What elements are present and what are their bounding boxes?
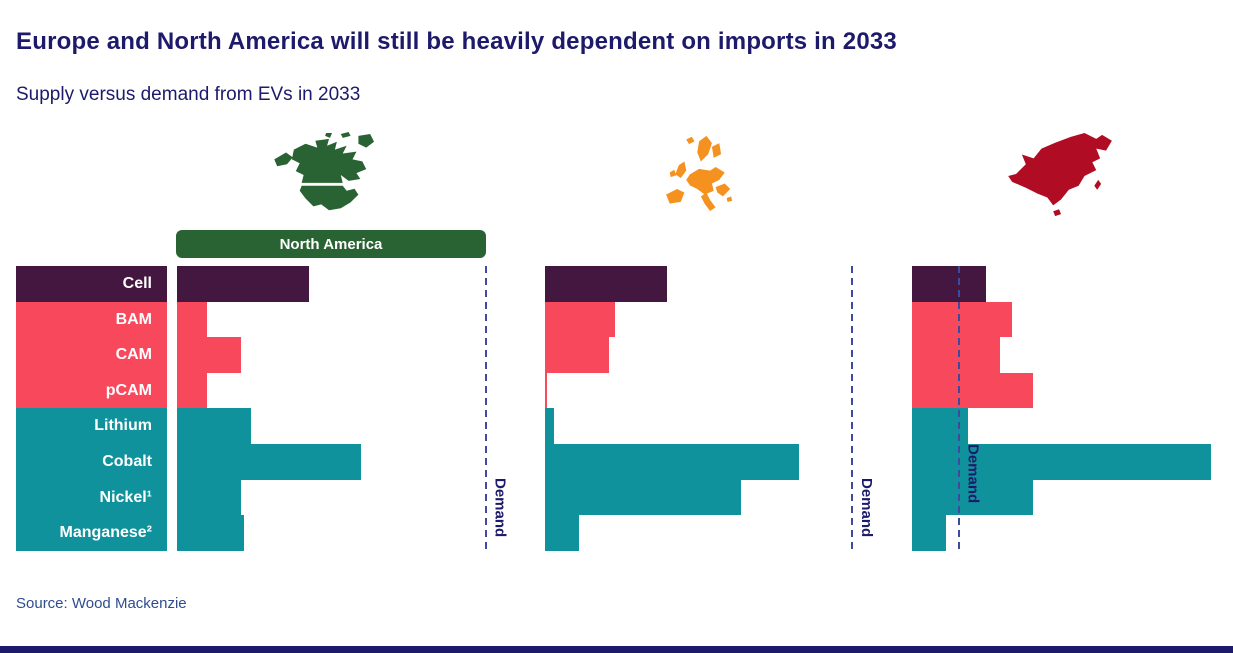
bar-europe-cobalt [545, 444, 799, 480]
bar-china-manganese [911, 515, 947, 551]
bar-china-cell [911, 266, 986, 302]
bar-north-america-pcam [176, 372, 208, 409]
bar-europe-pcam [545, 372, 548, 409]
china-map-icon [1008, 132, 1112, 217]
legend-label-lithium: Lithium [94, 417, 152, 435]
bar-north-america-manganese [176, 515, 245, 551]
region-header-label: China [1043, 235, 1086, 253]
region-header-label: Europe [672, 235, 724, 253]
legend-label-cobalt: Cobalt [102, 452, 152, 470]
north-america-map-icon [274, 132, 375, 211]
bar-europe-nickel [545, 479, 741, 516]
footer-rule [0, 646, 1233, 653]
source-note: Source: Wood Mackenzie [16, 595, 187, 612]
region-header-label: North America [279, 235, 383, 253]
bar-north-america-cobalt [176, 444, 362, 480]
bar-europe-bam [545, 301, 616, 338]
chart-subtitle: Supply versus demand from EVs in 2033 [16, 84, 361, 105]
bar-north-america-cell [176, 266, 310, 302]
region-header-china: China [912, 230, 1217, 258]
demand-label-europe: Demand [858, 478, 875, 538]
legend-group-active-materials: BAM CAM pCAM [16, 301, 167, 409]
legend-label-manganese: Manganese² [59, 524, 152, 542]
bar-europe-lithium [545, 408, 555, 444]
region-header-north-america: North America [176, 230, 486, 258]
legend-label-cam: CAM [115, 346, 152, 364]
bar-china-cobalt [911, 444, 1211, 480]
legend-group-cell: Cell [16, 266, 167, 302]
bar-europe-cam [545, 337, 610, 373]
europe-map-icon [666, 135, 733, 211]
bar-china-bam [911, 301, 1013, 338]
bar-china-cam [911, 337, 1000, 373]
category-legend: Cell BAM CAM pCAM Lithium Cobalt Nickel¹ Mangan… [16, 266, 167, 551]
legend-label-nickel: Nickel¹ [99, 488, 152, 506]
page-title: Europe and North America will still be h… [16, 28, 897, 55]
bar-north-america-cam [176, 337, 242, 373]
demand-line-europe [851, 266, 853, 554]
bar-north-america-lithium [176, 408, 251, 444]
bar-north-america-nickel [176, 479, 242, 516]
legend-group-raw-materials: Lithium Cobalt Nickel¹ Manganese² [16, 408, 167, 551]
demand-line-china [957, 266, 960, 554]
legend-label-bam: BAM [115, 310, 152, 328]
demand-label-north-america: Demand [491, 478, 509, 538]
bar-north-america-bam [176, 301, 208, 338]
bar-china-pcam [911, 372, 1034, 409]
bar-china-nickel [911, 479, 1033, 516]
legend-label-cell: Cell [122, 275, 152, 292]
region-header-europe: Europe [545, 230, 851, 258]
legend-label-pcam: pCAM [105, 381, 152, 399]
demand-label-china: Demand [964, 444, 982, 504]
demand-line-north-america [484, 266, 487, 554]
bar-europe-cell [545, 266, 668, 302]
bar-europe-manganese [545, 515, 579, 551]
